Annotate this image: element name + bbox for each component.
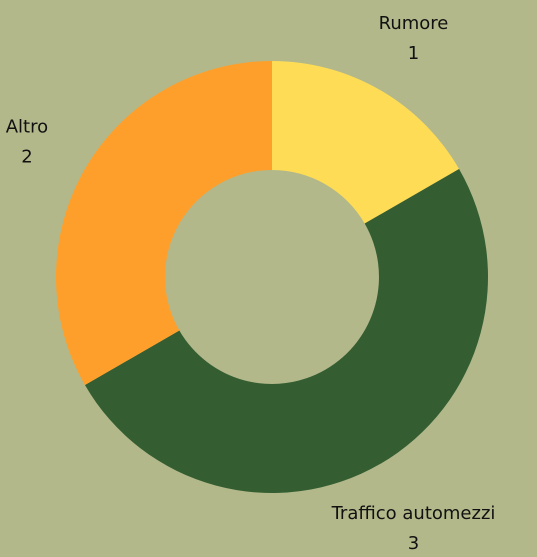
slice-label: Traffico automezzi — [331, 503, 496, 524]
slice-value: 1 — [408, 43, 419, 64]
slice-value: 2 — [21, 147, 32, 168]
donut-slice — [84, 169, 489, 493]
slice-label: Rumore — [379, 13, 449, 34]
donut-slice — [55, 61, 272, 385]
slice-label: Altro — [6, 117, 48, 138]
slice-value: 3 — [408, 533, 419, 554]
donut-slice — [272, 61, 460, 224]
